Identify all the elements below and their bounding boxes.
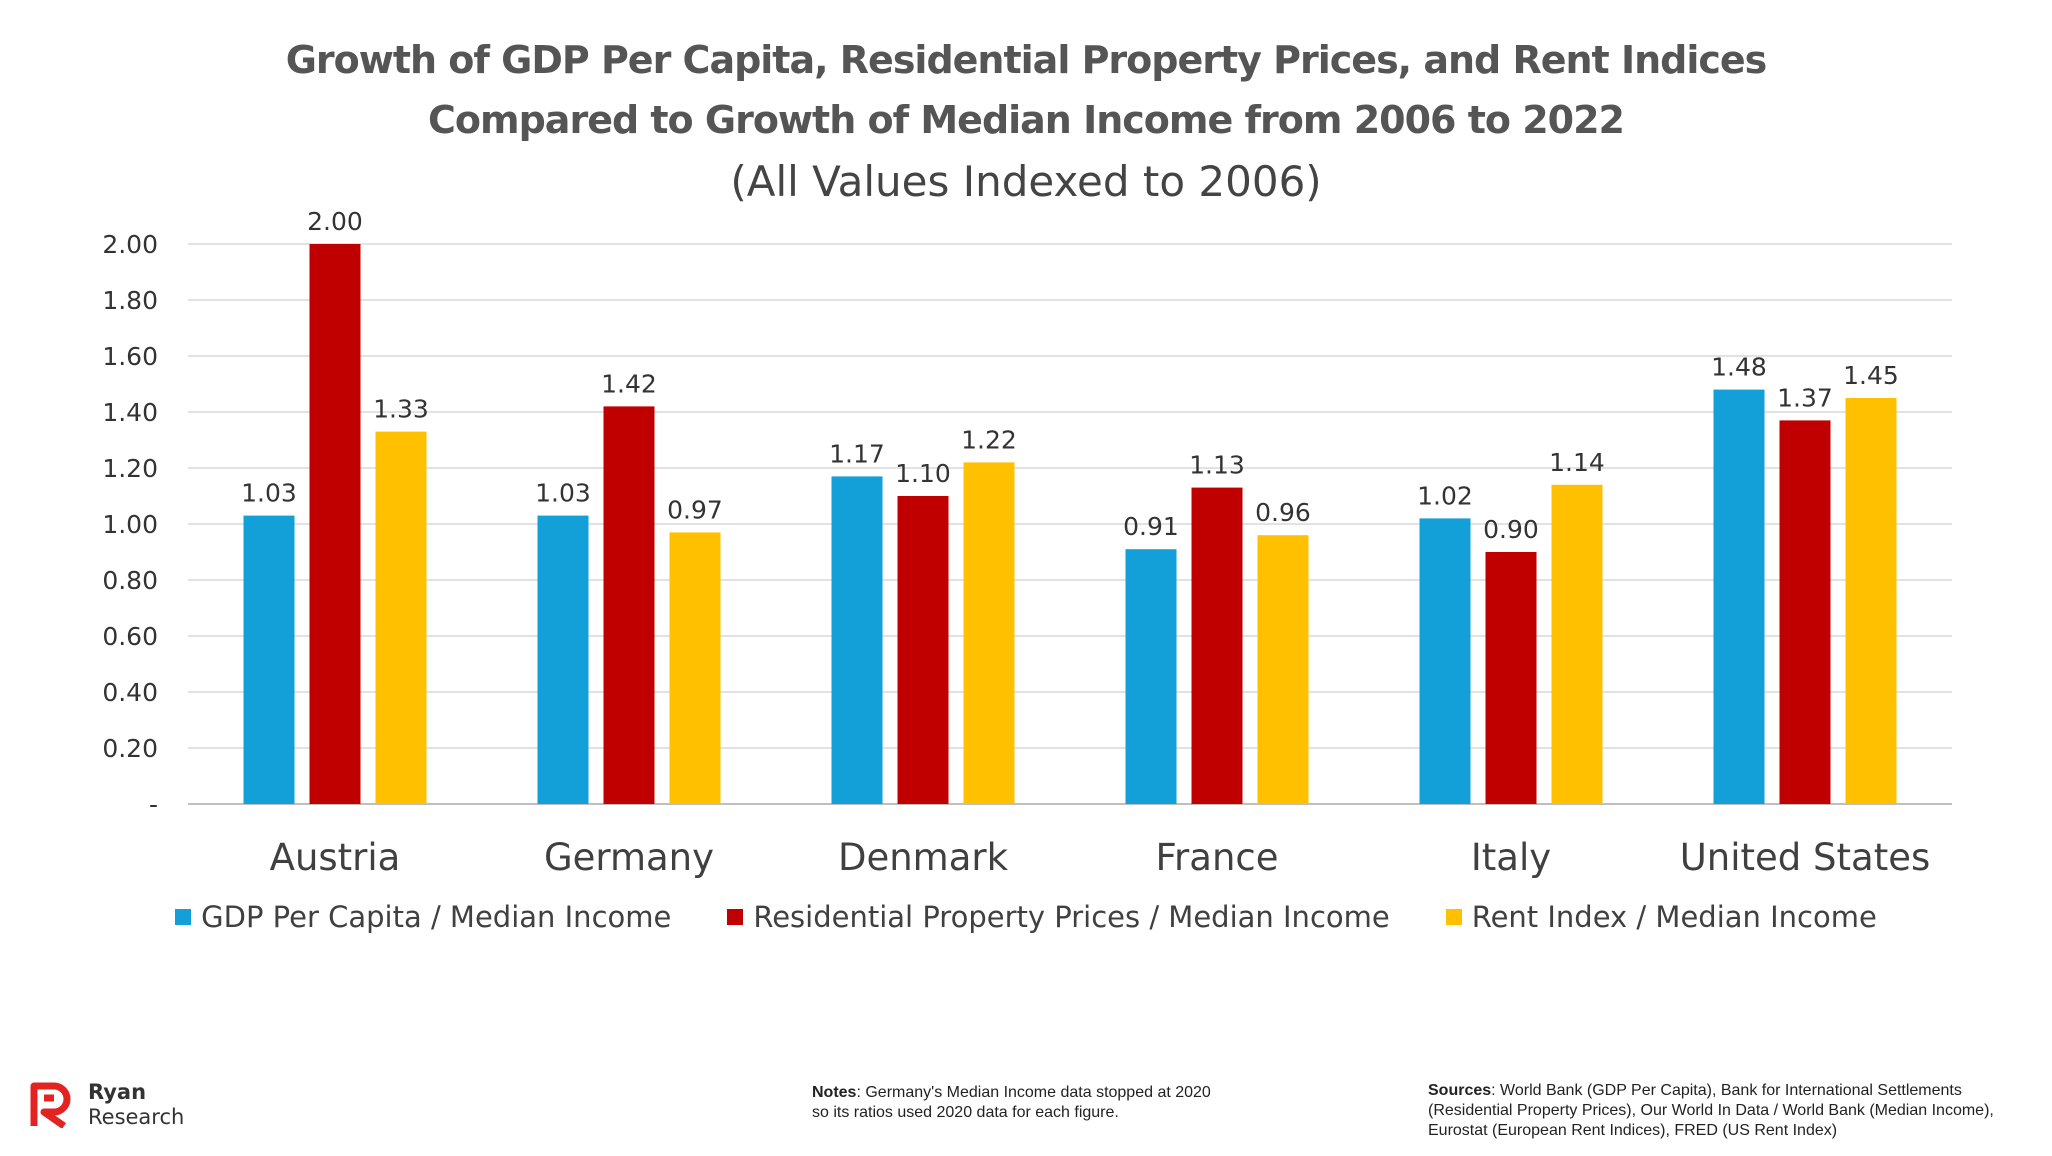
y-tick-label: 1.20 (102, 454, 158, 483)
x-category-label: Germany (544, 836, 714, 879)
bar (375, 431, 427, 804)
bar (1125, 549, 1177, 804)
logo-text-ryan: Ryan (88, 1080, 147, 1104)
legend-label-property: Residential Property Prices / Median Inc… (753, 900, 1390, 934)
bar (1551, 484, 1603, 804)
bar (1713, 389, 1765, 804)
legend-label-rent: Rent Index / Median Income (1471, 900, 1877, 934)
notes-text-1: : Germany's Median Income data stopped a… (856, 1084, 1211, 1101)
ryan-research-logo: Ryan Research (30, 1080, 184, 1130)
sources-label: Sources (1428, 1082, 1492, 1099)
notes-text-2: so its ratios used 2020 data for each fi… (812, 1104, 1119, 1121)
x-category-label: Italy (1471, 836, 1551, 879)
data-label: 0.90 (1483, 515, 1539, 544)
legend-item-rent: Rent Index / Median Income (1445, 900, 1877, 934)
legend-swatch-gdp (175, 909, 192, 925)
x-category-label: Denmark (838, 836, 1009, 879)
y-tick-label: 0.40 (102, 678, 158, 707)
y-tick-label: 0.20 (102, 734, 158, 763)
ryan-r-logo-icon (30, 1082, 71, 1128)
x-category-label: Austria (270, 836, 401, 879)
data-label: 1.42 (601, 369, 657, 398)
data-label: 2.00 (307, 207, 363, 236)
sources-text-3: Eurostat (European Rent Indices), FRED (… (1428, 1122, 1838, 1139)
bar (309, 244, 361, 804)
data-label: 1.03 (241, 479, 297, 508)
bar (1485, 552, 1537, 804)
data-label: 1.13 (1189, 451, 1245, 480)
bar (1191, 487, 1243, 804)
y-tick-label: 0.80 (102, 566, 158, 595)
legend-label-gdp: GDP Per Capita / Median Income (201, 900, 672, 934)
data-label: 0.97 (667, 495, 723, 524)
bar (1419, 518, 1471, 804)
chart-title-line2: Compared to Growth of Median Income from… (428, 98, 1625, 142)
bar (669, 532, 721, 804)
legend-item-property: Residential Property Prices / Median Inc… (727, 900, 1390, 934)
bar (1779, 420, 1831, 804)
x-category-label: United States (1680, 836, 1931, 879)
x-category-label: France (1155, 836, 1278, 879)
logo-text-research: Research (88, 1105, 185, 1129)
y-tick-label: 0.60 (102, 622, 158, 651)
y-tick-label: 1.40 (102, 398, 158, 427)
bar (1845, 398, 1897, 804)
legend-swatch-property (727, 909, 744, 925)
y-tick-label: 2.00 (102, 230, 158, 259)
data-label: 1.17 (829, 439, 885, 468)
bar (537, 515, 589, 804)
data-label: 1.37 (1777, 383, 1833, 412)
notes: Notes: Germany's Median Income data stop… (812, 1083, 1282, 1123)
chart-title-line1: Growth of GDP Per Capita, Residential Pr… (285, 38, 1768, 82)
sources-text-1: : World Bank (GDP Per Capita), Bank for … (1491, 1082, 1962, 1099)
bar (897, 496, 949, 804)
chart-subtitle: (All Values Indexed to 2006) (730, 157, 1322, 206)
bar (963, 462, 1015, 804)
legend-item-gdp: GDP Per Capita / Median Income (175, 900, 671, 934)
bar (243, 515, 295, 804)
bar (603, 406, 655, 804)
y-tick-label: 1.80 (102, 286, 158, 315)
data-label: 0.91 (1123, 512, 1179, 541)
notes-label: Notes (812, 1084, 857, 1101)
data-label: 1.45 (1843, 361, 1899, 390)
legend: GDP Per Capita / Median Income Residenti… (0, 900, 2052, 934)
y-tick-label: - (149, 790, 158, 819)
data-label: 1.14 (1549, 448, 1605, 477)
bar (831, 476, 883, 804)
data-label: 1.10 (895, 459, 951, 488)
data-label: 0.96 (1255, 498, 1311, 527)
y-tick-label: 1.60 (102, 342, 158, 371)
bar (1257, 535, 1309, 804)
data-label: 1.02 (1417, 481, 1473, 510)
data-label: 1.48 (1711, 353, 1767, 382)
legend-swatch-rent (1445, 909, 1462, 925)
sources-text-2: (Residential Property Prices), Our World… (1428, 1102, 1994, 1119)
sources: Sources: World Bank (GDP Per Capita), Ba… (1428, 1081, 2038, 1141)
y-tick-label: 1.00 (102, 510, 158, 539)
data-label: 1.03 (535, 479, 591, 508)
data-label: 1.33 (373, 395, 429, 424)
data-label: 1.22 (961, 425, 1017, 454)
